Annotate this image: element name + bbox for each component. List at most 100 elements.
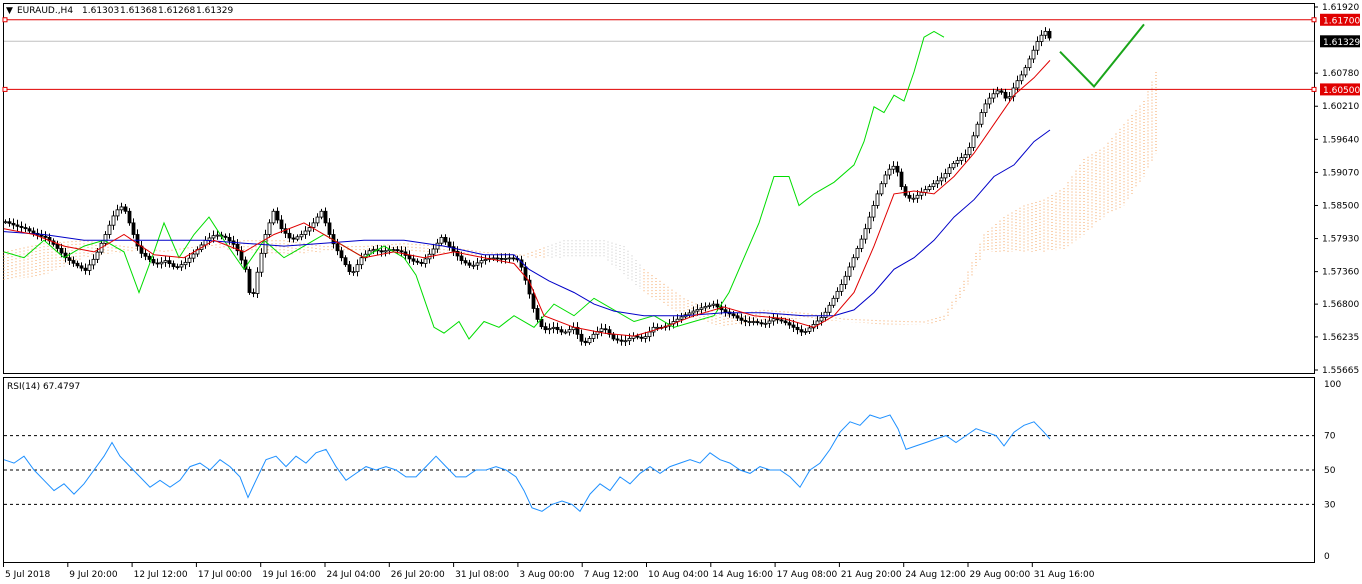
header-arrow-icon[interactable]: ▼ bbox=[6, 6, 13, 16]
level-anchor-right[interactable] bbox=[1311, 86, 1317, 92]
candle-bear bbox=[443, 236, 448, 243]
candle-bull bbox=[1035, 41, 1040, 51]
candle-bull bbox=[95, 251, 100, 260]
candle-bear bbox=[555, 326, 560, 331]
candle-bear bbox=[395, 249, 400, 252]
candle-bull bbox=[1019, 74, 1024, 82]
candle-bear bbox=[247, 268, 252, 293]
candle-bear bbox=[151, 259, 156, 264]
x-tick-label: 24 Jul 04:00 bbox=[327, 570, 381, 580]
candle-bear bbox=[783, 320, 788, 324]
candle-bear bbox=[455, 250, 460, 257]
x-tick-label: 12 Jul 12:00 bbox=[134, 570, 188, 580]
candle-bull bbox=[87, 264, 92, 271]
candle-bull bbox=[1043, 30, 1048, 36]
candle-bull bbox=[707, 304, 712, 307]
candle-bull bbox=[483, 259, 488, 262]
candle-bear bbox=[175, 266, 180, 269]
candle-bear bbox=[171, 263, 176, 268]
candle-bear bbox=[27, 228, 32, 232]
projection-arrow-line[interactable] bbox=[1059, 23, 1145, 89]
candle-bear bbox=[607, 329, 612, 335]
candle-bull bbox=[915, 194, 920, 199]
candle-bear bbox=[407, 254, 412, 260]
main-pane-frame bbox=[3, 3, 1315, 374]
candle-bull bbox=[255, 271, 260, 294]
candle-bear bbox=[411, 258, 416, 262]
candle-bear bbox=[67, 257, 72, 261]
level-anchor-left[interactable] bbox=[2, 86, 8, 92]
candle-bull bbox=[299, 234, 304, 238]
candle-bull bbox=[819, 317, 824, 322]
candle-bull bbox=[311, 222, 316, 228]
candle-bull bbox=[991, 93, 996, 99]
candle-bull bbox=[107, 224, 112, 235]
tenkan-sen-line bbox=[3, 60, 1051, 337]
level-anchor-right[interactable] bbox=[1311, 17, 1317, 23]
candle-bull bbox=[823, 311, 828, 318]
candle-bear bbox=[543, 326, 548, 331]
candle-bull bbox=[751, 321, 756, 323]
candle-bull bbox=[591, 333, 596, 339]
candle-bull bbox=[987, 97, 992, 105]
level-price-label: 1.60500 bbox=[1323, 86, 1360, 96]
rsi-tick-label: 100 bbox=[1324, 380, 1341, 390]
candle-bull bbox=[747, 321, 752, 323]
candle-bull bbox=[843, 275, 848, 285]
candle-bear bbox=[59, 248, 64, 254]
candle-bull bbox=[963, 154, 968, 158]
candle-bull bbox=[627, 337, 632, 342]
y-tick-label: 1.60780 bbox=[1322, 69, 1359, 79]
candle-bull bbox=[703, 306, 708, 309]
candle-bull bbox=[371, 249, 376, 252]
candle-bull bbox=[675, 318, 680, 322]
candle-bull bbox=[551, 326, 556, 329]
candle-bull bbox=[1007, 96, 1012, 99]
candle-bull bbox=[655, 326, 660, 329]
x-tick-label: 7 Aug 12:00 bbox=[584, 570, 639, 580]
candle-bear bbox=[31, 230, 36, 234]
candle-bear bbox=[291, 237, 296, 240]
candle-bull bbox=[391, 249, 396, 251]
candle-bear bbox=[131, 222, 136, 235]
candle-bear bbox=[735, 315, 740, 319]
candle-bull bbox=[687, 312, 692, 316]
ohlc-close: 1.61329 bbox=[196, 6, 233, 16]
candle-bear bbox=[459, 255, 464, 262]
candle-bear bbox=[791, 324, 796, 328]
candle-bear bbox=[615, 338, 620, 341]
rsi-tick-label: 30 bbox=[1324, 500, 1336, 510]
candle-bull bbox=[475, 262, 480, 266]
y-tick-label: 1.56235 bbox=[1322, 333, 1359, 343]
candle-bear bbox=[71, 260, 76, 264]
x-tick-label: 24 Aug 12:00 bbox=[905, 570, 966, 580]
projection-arrow bbox=[1059, 23, 1145, 89]
candle-bear bbox=[907, 194, 912, 199]
candle-bull bbox=[699, 307, 704, 310]
x-tick-label: 31 Aug 16:00 bbox=[1034, 570, 1095, 580]
candle-bull bbox=[295, 236, 300, 240]
candle-bear bbox=[343, 257, 348, 266]
x-tick-label: 5 Jul 2018 bbox=[5, 570, 50, 580]
candle-bull bbox=[691, 310, 696, 314]
x-tick-label: 10 Aug 04:00 bbox=[648, 570, 709, 580]
level-anchor-left[interactable] bbox=[2, 17, 8, 23]
candle-bear bbox=[155, 262, 160, 265]
candle-bull bbox=[975, 123, 980, 137]
candle-bull bbox=[679, 316, 684, 320]
time-axis: 5 Jul 2018 9 Jul 20:00 12 Jul 12:00 17 Jul … bbox=[3, 563, 1095, 580]
level-price-tag bbox=[1320, 13, 1360, 26]
candle-bear bbox=[775, 318, 780, 321]
candle-bear bbox=[903, 186, 908, 196]
current-price-label: 1.61329 bbox=[1323, 38, 1360, 48]
candle-bull bbox=[307, 227, 312, 232]
candle-bear bbox=[287, 232, 292, 239]
candle-bull bbox=[935, 180, 940, 185]
candle-bull bbox=[887, 168, 892, 176]
candle-bear bbox=[799, 329, 804, 333]
rsi-title: RSI(14) 67.4797 bbox=[7, 382, 80, 392]
candle-bull bbox=[859, 238, 864, 249]
candle-bull bbox=[847, 266, 852, 277]
candle-bull bbox=[711, 303, 716, 306]
